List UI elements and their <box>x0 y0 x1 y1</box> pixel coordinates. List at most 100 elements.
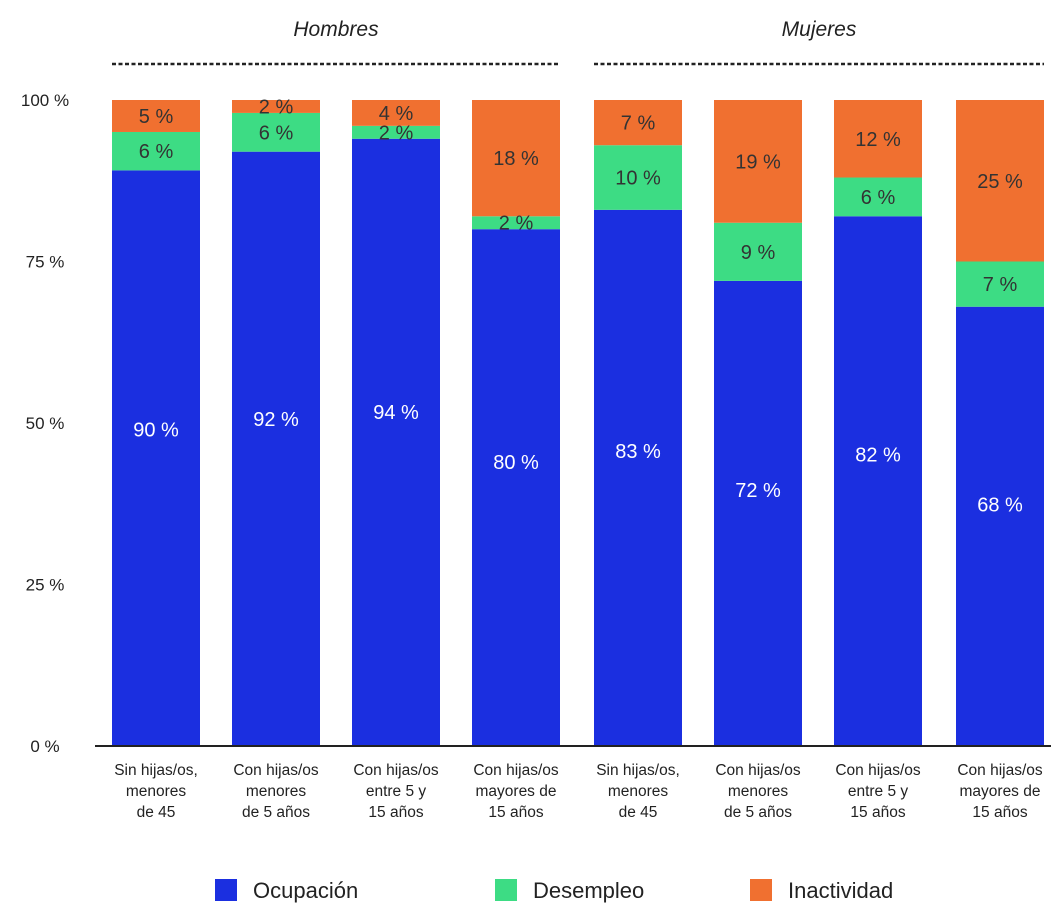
data-label-inactividad: 18 % <box>493 148 539 170</box>
bar-desempleo <box>472 216 560 230</box>
x-tick-label-line: menores <box>728 783 789 800</box>
x-tick-label-line: Sin hijas/os, <box>114 762 198 779</box>
x-tick-label-line: entre 5 y <box>366 783 427 800</box>
group-titles: Hombres Mujeres <box>112 18 1044 66</box>
x-axis: Sin hijas/os, menores de 45 Con hijas/os men… <box>95 745 1051 821</box>
x-tick-label-line: 15 años <box>488 804 543 821</box>
bar-stack: 92 % 6 % 2 % <box>232 96 320 746</box>
bar-ocupacion <box>714 280 802 746</box>
data-label-inactividad: 12 % <box>855 129 901 151</box>
x-tick-label-line: Con hijas/os <box>473 762 559 779</box>
legend-swatch <box>215 879 237 901</box>
data-label-inactividad: 2 % <box>259 96 294 118</box>
bar-ocupacion <box>352 138 440 746</box>
bar-inactividad <box>714 100 802 223</box>
y-tick-label: 75 % <box>26 253 65 272</box>
x-tick-label: Con hijas/os menores de 5 años <box>715 762 801 821</box>
bar-desempleo <box>594 145 682 210</box>
x-tick-label-line: menores <box>126 783 187 800</box>
data-label-desempleo: 2 % <box>499 213 534 235</box>
x-tick-label-line: mayores de <box>476 783 557 800</box>
bar-inactividad <box>112 100 200 132</box>
x-tick-label-line: de 5 años <box>724 804 792 821</box>
y-axis: 0 % 25 % 50 % 75 % 100 % <box>21 91 69 756</box>
data-label-inactividad: 25 % <box>977 171 1023 193</box>
legend-label: Ocupación <box>253 878 358 903</box>
bar-ocupacion <box>472 229 560 746</box>
legend-item-inactividad: Inactividad <box>750 878 893 903</box>
y-tick-label: 100 % <box>21 91 69 110</box>
bar-inactividad <box>472 100 560 217</box>
x-tick-label: Sin hijas/os, menores de 45 <box>114 762 198 821</box>
x-tick-label: Con hijas/os mayores de 15 años <box>957 762 1043 821</box>
bar-ocupacion <box>956 306 1044 746</box>
data-label-desempleo: 9 % <box>741 242 776 264</box>
x-tick-label-line: 15 años <box>368 804 423 821</box>
bar-stack: 90 % 6 % 5 % <box>112 100 200 746</box>
bar-inactividad <box>594 100 682 146</box>
x-tick-label-line: de 45 <box>619 804 658 821</box>
bar-stack: 83 % 10 % 7 % <box>594 100 682 746</box>
x-tick-label-line: 15 años <box>972 804 1027 821</box>
x-tick-label-line: Con hijas/os <box>233 762 319 779</box>
data-label-ocupacion: 92 % <box>253 409 299 431</box>
bar-desempleo <box>232 112 320 152</box>
bars: 90 %6 %5 %92 %6 %2 %94 %2 %4 %80 %2 %18 … <box>112 96 1044 746</box>
x-tick-label-line: Con hijas/os <box>957 762 1043 779</box>
data-label-desempleo: 10 % <box>615 168 661 190</box>
data-label-ocupacion: 90 % <box>133 419 179 441</box>
data-label-ocupacion: 94 % <box>373 402 419 424</box>
legend-item-desempleo: Desempleo <box>495 878 644 903</box>
x-tick-label-line: menores <box>246 783 307 800</box>
bar-desempleo <box>834 177 922 217</box>
data-label-inactividad: 19 % <box>735 151 781 173</box>
bar-ocupacion <box>594 209 682 746</box>
legend-swatch <box>495 879 517 901</box>
bar-ocupacion <box>112 170 200 746</box>
x-tick-label: Sin hijas/os, menores de 45 <box>596 762 680 821</box>
bar-inactividad <box>956 100 1044 262</box>
data-label-inactividad: 7 % <box>621 113 656 135</box>
bar-inactividad <box>352 100 440 126</box>
x-tick-label-line: de 45 <box>137 804 176 821</box>
data-label-ocupacion: 68 % <box>977 494 1023 516</box>
data-label-ocupacion: 80 % <box>493 452 539 474</box>
bar-stack: 94 % 2 %4 % <box>352 100 440 746</box>
data-label-desempleo: 6 % <box>139 141 174 163</box>
bar-stack: 82 % 6 % 12 % <box>834 100 922 746</box>
bar-inactividad <box>232 100 320 113</box>
x-tick-label-line: Con hijas/os <box>835 762 921 779</box>
legend-label: Inactividad <box>788 878 893 903</box>
bar-desempleo <box>352 125 440 139</box>
data-label-inactividad: 5 % <box>139 106 174 128</box>
y-tick-label: 50 % <box>26 414 65 433</box>
legend-label: Desempleo <box>533 878 644 903</box>
legend-item-ocupacion: Ocupación <box>215 878 358 903</box>
bar-stack: 68 % 7 % 25 % <box>956 100 1044 746</box>
bar-ocupacion <box>834 216 922 746</box>
x-tick-label-line: menores <box>608 783 669 800</box>
x-tick-label-line: Con hijas/os <box>353 762 439 779</box>
group-title-hombres: Hombres <box>293 18 379 41</box>
bar-ocupacion <box>232 151 320 746</box>
x-tick-label-line: Con hijas/os <box>715 762 801 779</box>
x-tick-label-line: entre 5 y <box>848 783 909 800</box>
x-tick-label: Con hijas/os menores de 5 años <box>233 762 319 821</box>
y-tick-label: 25 % <box>26 576 65 595</box>
bar-desempleo <box>714 222 802 281</box>
x-tick-label-line: de 5 años <box>242 804 310 821</box>
data-label-ocupacion: 83 % <box>615 441 661 463</box>
bar-desempleo <box>956 261 1044 307</box>
data-label-desempleo: 7 % <box>983 274 1018 296</box>
legend: Ocupación Desempleo Inactividad <box>215 878 893 903</box>
x-tick-label-line: mayores de <box>960 783 1041 800</box>
data-label-inactividad: 4 % <box>379 103 414 125</box>
x-tick-label-line: 15 años <box>850 804 905 821</box>
x-tick-label-line: Sin hijas/os, <box>596 762 680 779</box>
bar-stack: 72 % 9 % 19 % <box>714 100 802 746</box>
bar-inactividad <box>834 100 922 178</box>
data-label-ocupacion: 82 % <box>855 445 901 467</box>
group-title-mujeres: Mujeres <box>782 18 857 41</box>
bar-desempleo <box>112 131 200 171</box>
